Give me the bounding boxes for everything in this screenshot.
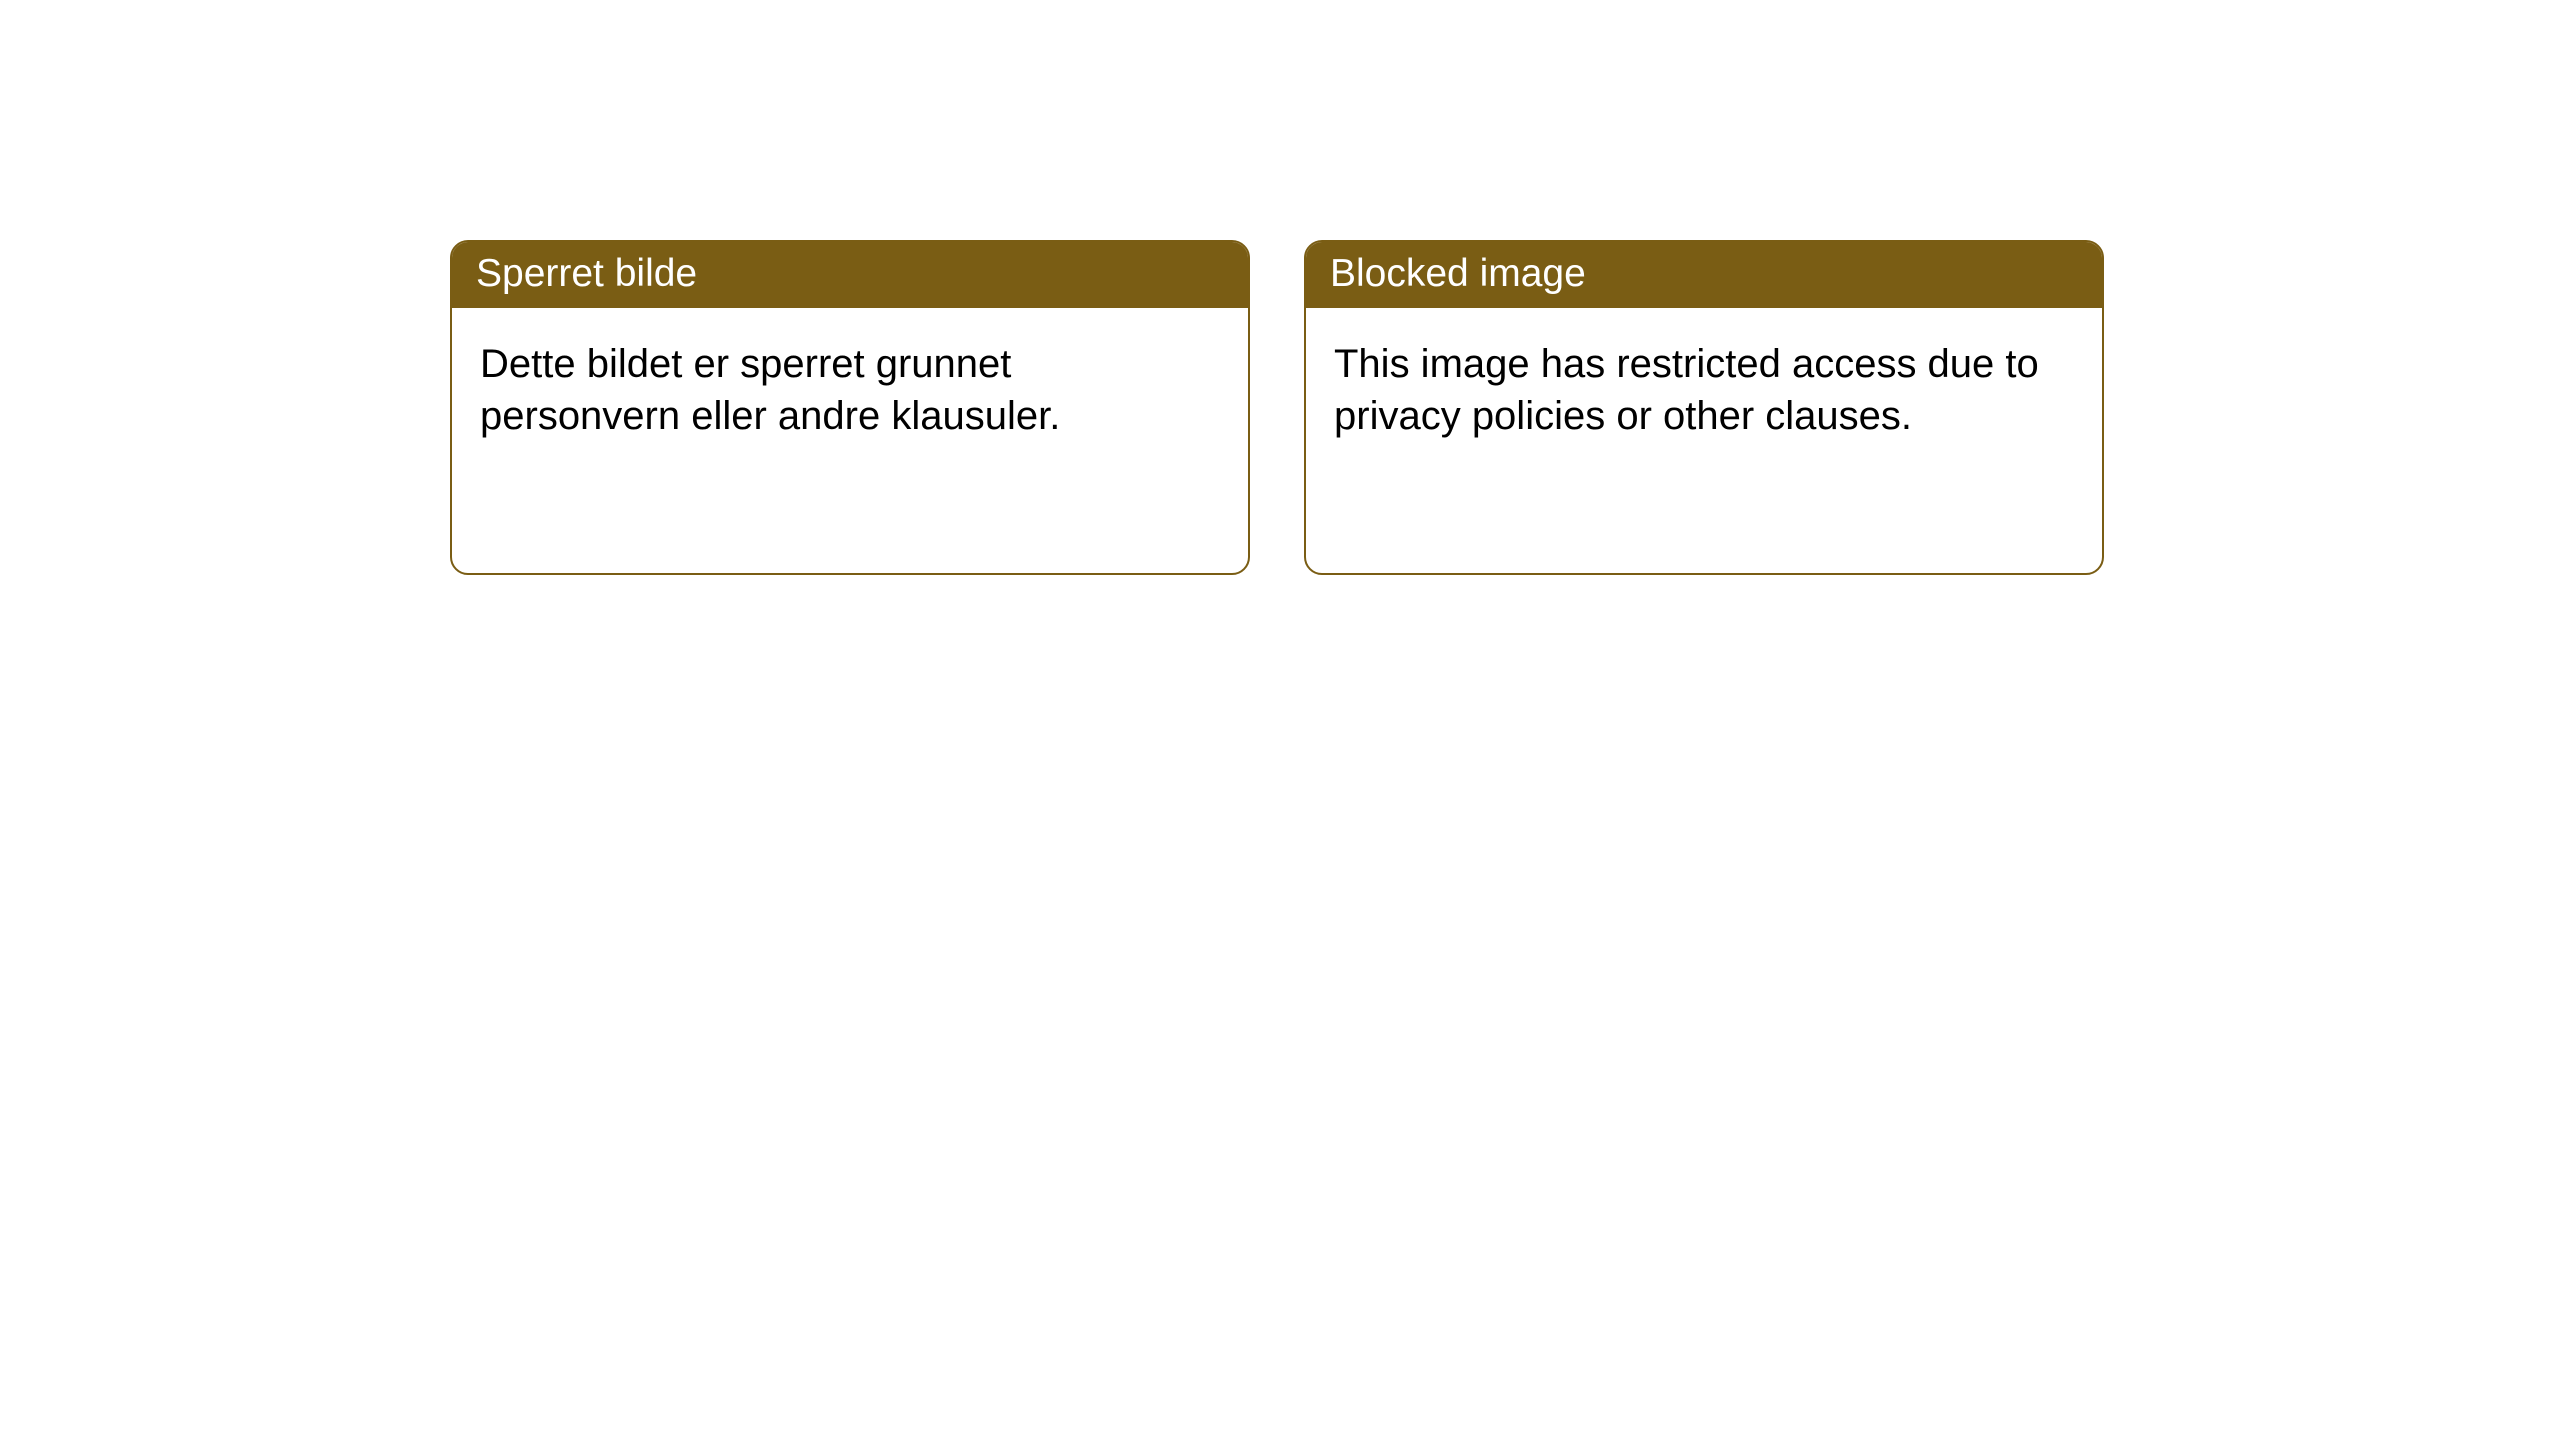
- card-header: Sperret bilde: [452, 242, 1248, 308]
- card-body-text: Dette bildet er sperret grunnet personve…: [480, 342, 1060, 438]
- card-title: Blocked image: [1330, 252, 1586, 295]
- card-title: Sperret bilde: [476, 252, 697, 295]
- card-header: Blocked image: [1306, 242, 2102, 308]
- card-body: This image has restricted access due to …: [1306, 308, 2102, 472]
- notice-cards-container: Sperret bilde Dette bildet er sperret gr…: [450, 240, 2104, 575]
- card-body-text: This image has restricted access due to …: [1334, 342, 2039, 438]
- card-body: Dette bildet er sperret grunnet personve…: [452, 308, 1248, 472]
- notice-card-norwegian: Sperret bilde Dette bildet er sperret gr…: [450, 240, 1250, 575]
- notice-card-english: Blocked image This image has restricted …: [1304, 240, 2104, 575]
